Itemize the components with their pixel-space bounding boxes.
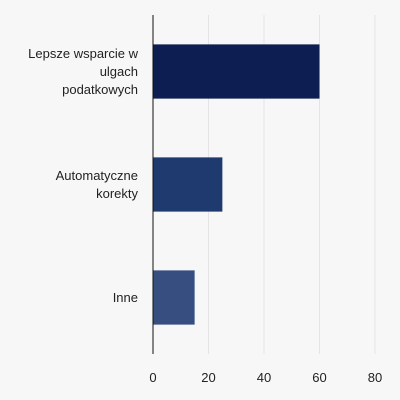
bar-2 <box>153 270 195 325</box>
category-label-line: Inne <box>113 290 138 305</box>
bars <box>153 44 320 325</box>
bar-0 <box>153 44 320 99</box>
x-tick-labels: 0 20 40 60 80 <box>149 370 382 385</box>
x-tick-label-40: 40 <box>257 370 271 385</box>
category-label-0: Lepsze wsparcie w ulgach podatkowych <box>28 46 138 97</box>
x-tick-label-20: 20 <box>201 370 215 385</box>
category-label-line: Automatyczne <box>56 168 138 183</box>
category-label-line: podatkowych <box>62 82 138 97</box>
category-labels: Lepsze wsparcie w ulgach podatkowych Automa… <box>28 46 138 305</box>
x-tick-label-0: 0 <box>149 370 156 385</box>
category-label-2: Inne <box>113 290 138 305</box>
category-label-line: korekty <box>96 186 138 201</box>
category-label-line: ulgach <box>100 64 138 79</box>
x-tick-label-80: 80 <box>368 370 382 385</box>
x-tick-label-60: 60 <box>312 370 326 385</box>
bar-1 <box>153 157 223 212</box>
category-label-line: Lepsze wsparcie w <box>28 46 138 61</box>
category-label-1: Automatyczne korekty <box>56 168 139 201</box>
